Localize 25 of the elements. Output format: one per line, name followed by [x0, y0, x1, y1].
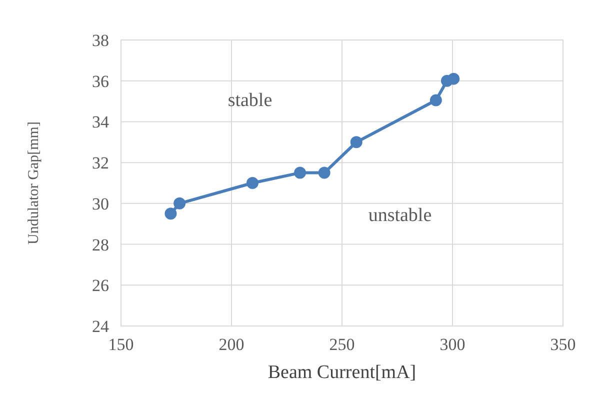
y-tick-label: 34: [92, 112, 110, 132]
annotation: unstable: [368, 205, 432, 226]
x-tick-label: 200: [218, 335, 244, 354]
x-tick-label: 150: [108, 335, 134, 354]
x-tick-label: 300: [440, 335, 466, 354]
y-tick-label: 32: [92, 154, 109, 173]
point: [350, 136, 362, 148]
y-tick-label: 26: [92, 276, 109, 296]
point: [246, 177, 258, 189]
point: [294, 166, 306, 179]
y-tick-label: 38: [92, 31, 109, 50]
x-axis-title: Beam Current[mA]: [268, 362, 416, 383]
y-tick-label: 28: [92, 235, 109, 254]
point: [174, 197, 186, 210]
y-axis-title: Undulator Gap[mm]: [26, 122, 42, 244]
point: [430, 94, 442, 106]
y-tick-label: 24: [92, 317, 110, 336]
point: [448, 72, 460, 85]
point: [164, 208, 177, 220]
y-tick-label: 36: [92, 72, 109, 91]
x-tick-label: 350: [550, 335, 576, 354]
point: [318, 166, 330, 179]
annotation: stable: [228, 90, 272, 111]
x-tick-label: 250: [329, 335, 355, 354]
y-tick-label: 30: [92, 194, 109, 214]
